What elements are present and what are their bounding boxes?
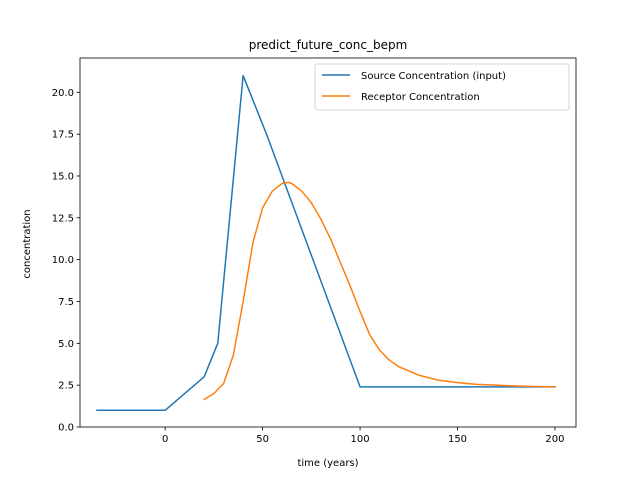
plot-frame — [79, 57, 577, 428]
x-tick-label: 100 — [351, 434, 370, 445]
x-tick-label: 50 — [256, 434, 269, 445]
plot-background — [80, 58, 576, 427]
y-tick-label: 7.5 — [58, 297, 74, 308]
x-tick-label: 150 — [448, 434, 467, 445]
x-axis-title: time (years) — [297, 458, 358, 469]
x-tick-label: 200 — [545, 434, 564, 445]
y-tick-label: 12.5 — [52, 213, 74, 224]
legend-box — [314, 63, 570, 111]
y-tick-label: 2.5 — [58, 381, 74, 392]
x-tick-label: 0 — [162, 434, 168, 445]
series-line-2 — [203, 181, 556, 401]
y-tick-label: 15.0 — [52, 171, 74, 182]
axes-layer: 0 50 100 150 200 0.0 2.5 5.0 7.5 10.0 12.5 15.0 17.5… — [52, 57, 577, 445]
legend-label-1: Source Concentration (input) — [361, 71, 506, 82]
chart-title: predict_future_conc_bepm — [249, 38, 408, 52]
y-tick-label: 20.0 — [52, 88, 74, 99]
y-axis-title: concentration — [22, 209, 33, 278]
y-tick-label: 5.0 — [58, 339, 74, 350]
legend: Source Concentration (input) Receptor Con… — [314, 63, 570, 111]
plot-area — [80, 58, 576, 427]
y-tick-label: 10.0 — [52, 255, 74, 266]
legend-label-2: Receptor Concentration — [361, 92, 480, 103]
series-line-1 — [96, 74, 556, 412]
y-tick-label: 17.5 — [52, 130, 74, 141]
y-tick-label: 0.0 — [58, 423, 74, 434]
series-layer — [96, 74, 556, 412]
